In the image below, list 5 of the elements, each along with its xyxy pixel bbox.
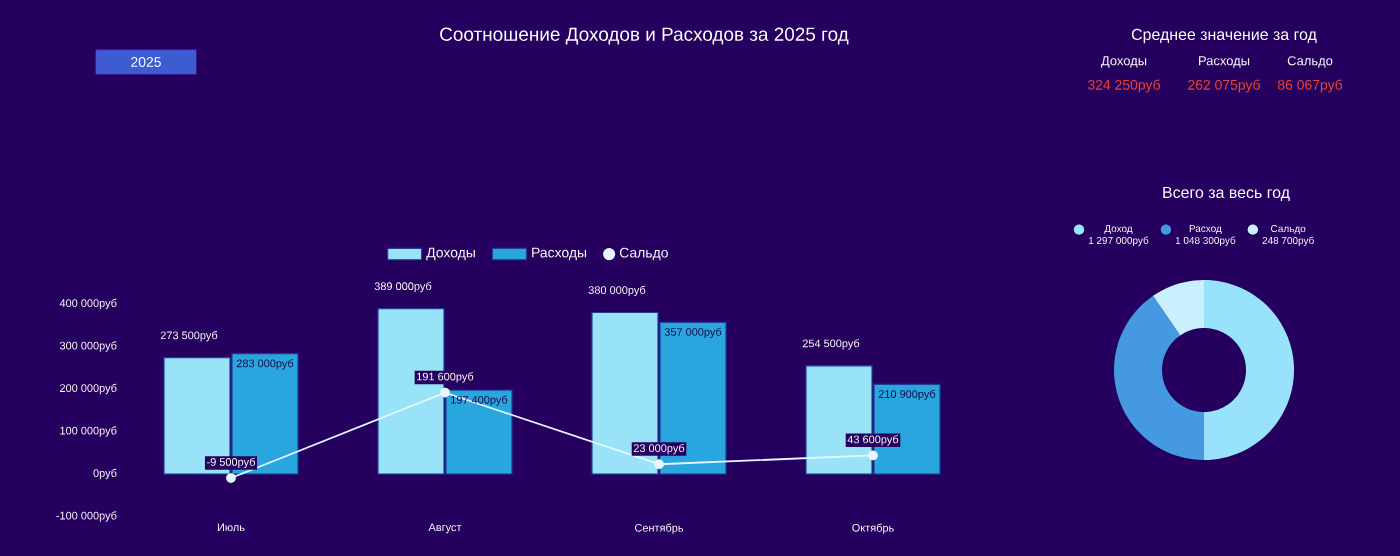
point (654, 459, 664, 470)
point (868, 450, 878, 461)
chart-title: Соотношение Доходов и Расходов за 2025 год (440, 27, 849, 45)
point (226, 473, 236, 483)
point (440, 387, 450, 398)
